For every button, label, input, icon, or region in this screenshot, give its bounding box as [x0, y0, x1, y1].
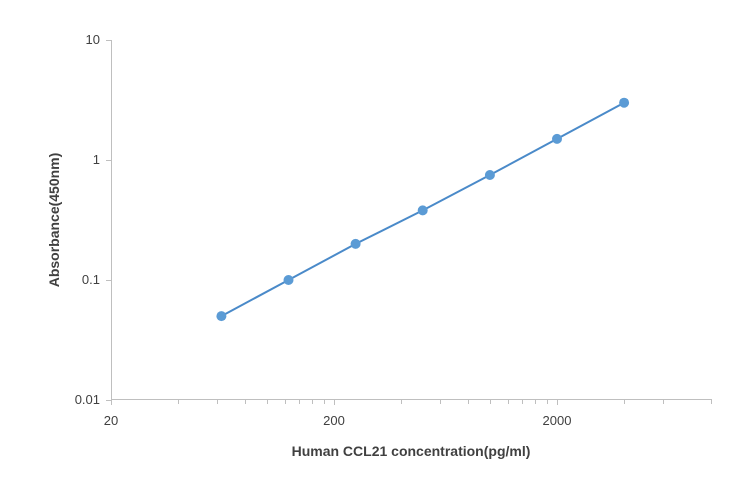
x-tick-label: 2000 — [543, 413, 572, 428]
data-point — [283, 275, 294, 285]
y-tick-label: 1 — [93, 152, 100, 167]
x-tick-labels: 20 200 2000 — [104, 413, 572, 428]
data-point — [552, 133, 562, 144]
axes — [111, 40, 712, 400]
data-point — [417, 205, 428, 216]
y-tick-label: 0.01 — [75, 392, 100, 407]
y-tick-labels: 10 1 0.1 0.01 — [75, 32, 100, 407]
y-axis-title: Absorbance(450nm) — [46, 153, 62, 288]
y-tick-label: 10 — [86, 32, 100, 47]
y-ticks — [106, 40, 111, 401]
data-point — [619, 97, 630, 108]
x-tick-label: 200 — [323, 413, 345, 428]
x-axis-title: Human CCL21 concentration(pg/ml) — [292, 443, 531, 459]
x-tick-label: 20 — [104, 413, 118, 428]
data-series — [216, 97, 630, 322]
data-point — [350, 238, 361, 249]
data-point — [216, 311, 227, 322]
data-point — [484, 170, 495, 180]
x-ticks — [111, 400, 712, 405]
y-tick-label: 0.1 — [82, 272, 100, 287]
